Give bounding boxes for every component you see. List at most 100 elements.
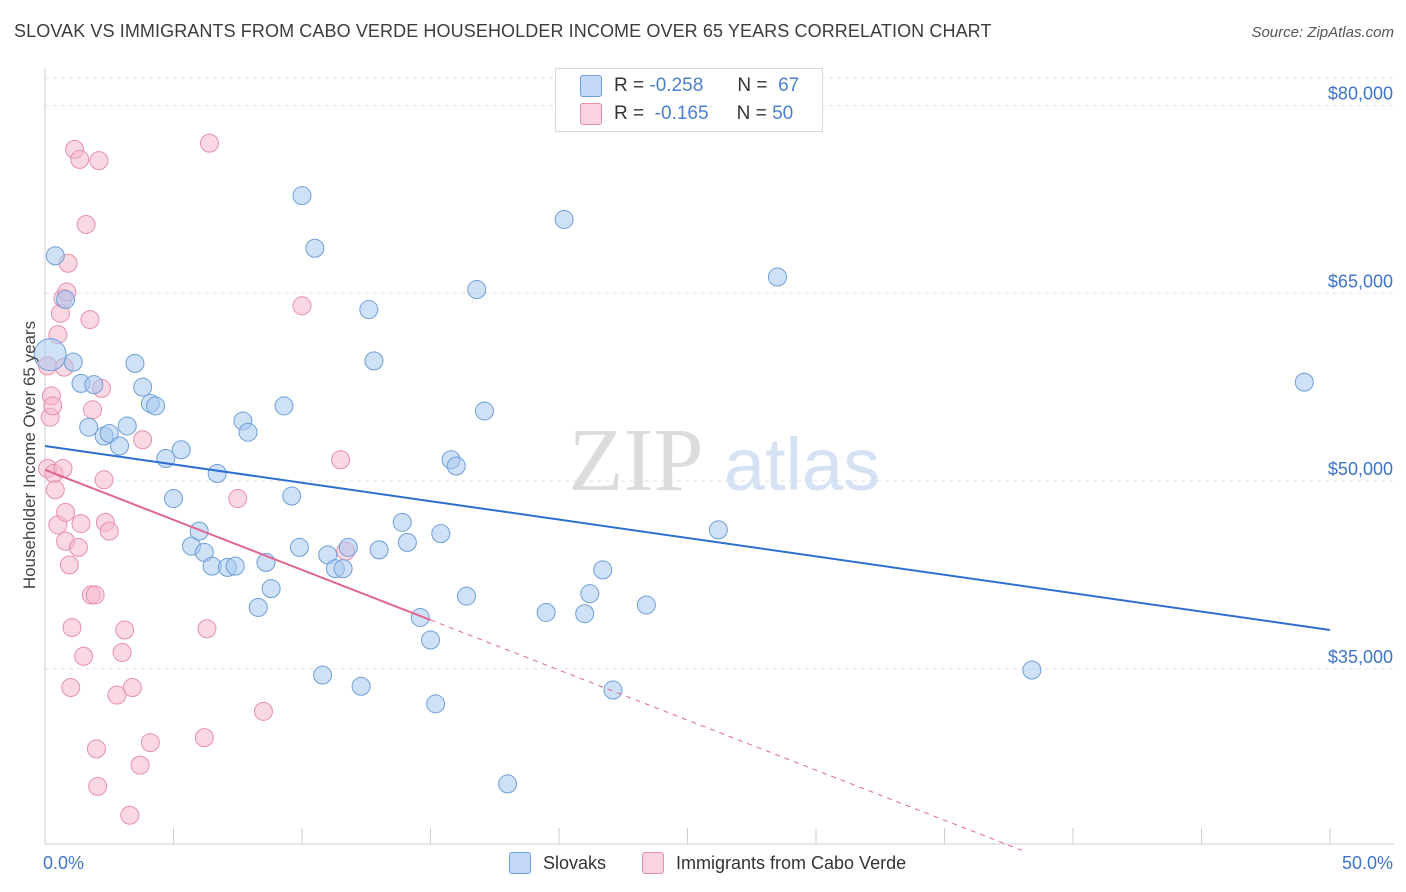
data-point-cabo-verde (59, 555, 79, 575)
y-tick-label: $35,000 (1328, 647, 1393, 667)
data-point-cabo-verde (120, 805, 140, 825)
trend-line-cabo-verde (44, 468, 431, 621)
data-point-slovaks (84, 375, 104, 395)
data-point-slovaks (603, 680, 623, 700)
data-point-cabo-verde (99, 521, 119, 541)
legend-item-slovaks[interactable]: Slovaks (509, 852, 606, 874)
data-point-slovaks (364, 351, 384, 371)
trend-lines (44, 444, 1331, 851)
data-point-slovaks (456, 586, 476, 606)
data-point-slovaks (369, 540, 389, 560)
data-point-slovaks (225, 556, 245, 576)
data-point-slovaks (474, 401, 494, 421)
data-point-slovaks (63, 352, 83, 372)
data-point-cabo-verde (292, 296, 312, 316)
data-point-slovaks (636, 595, 656, 615)
data-point-cabo-verde (43, 396, 63, 416)
data-point-cabo-verde (71, 514, 91, 534)
data-point-cabo-verde (228, 489, 248, 509)
data-point-cabo-verde (130, 755, 150, 775)
data-point-slovaks (189, 521, 209, 541)
data-point-slovaks (1294, 372, 1314, 392)
data-point-slovaks (333, 559, 353, 579)
data-point-cabo-verde (80, 310, 100, 330)
legend-item-cabo-verde[interactable]: Immigrants from Cabo Verde (642, 852, 906, 874)
data-point-cabo-verde (86, 739, 106, 759)
data-point-slovaks (207, 464, 227, 484)
correlation-legend: R = -0.258 N = 67 R = -0.165 N = 50 (555, 68, 823, 132)
data-point-cabo-verde (83, 400, 103, 420)
data-point-slovaks (56, 290, 76, 310)
legend-r-label: R = (614, 75, 645, 96)
legend-swatch-blue (509, 852, 531, 874)
data-point-slovaks (164, 489, 183, 509)
chart-title: SLOVAK VS IMMIGRANTS FROM CABO VERDE HOU… (14, 21, 992, 41)
data-point-slovaks (498, 774, 518, 794)
data-point-slovaks (575, 604, 595, 624)
data-point-slovaks (426, 694, 446, 714)
trend-line-cabo-verde-extension (430, 619, 1022, 851)
data-point-cabo-verde (62, 617, 82, 637)
legend-label: Immigrants from Cabo Verde (676, 852, 907, 873)
data-point-slovaks (110, 436, 130, 456)
watermark-zip: ZIP (569, 411, 704, 510)
data-point-slovaks (554, 209, 574, 229)
watermark-atlas: atlas (724, 423, 880, 506)
data-point-cabo-verde (85, 585, 105, 605)
data-point-cabo-verde (45, 480, 65, 500)
data-point-cabo-verde (112, 643, 132, 663)
series-slovaks-points (33, 186, 1314, 794)
legend-row-cabo-verde: R = -0.165 N = 50 (580, 102, 793, 126)
data-point-cabo-verde (94, 470, 114, 490)
data-point-cabo-verde (115, 620, 135, 640)
data-point-slovaks (421, 630, 440, 650)
data-point-slovaks (767, 267, 787, 287)
data-point-cabo-verde (197, 619, 217, 639)
data-point-slovaks (446, 456, 466, 476)
data-point-slovaks (359, 300, 379, 320)
legend-r-value: -0.165 (654, 103, 709, 124)
data-point-cabo-verde (89, 151, 109, 171)
data-point-slovaks (410, 607, 430, 627)
data-point-slovaks (289, 537, 309, 557)
data-point-slovaks (313, 665, 333, 685)
data-point-slovaks (125, 353, 145, 373)
data-point-cabo-verde (76, 214, 96, 234)
legend-swatch-pink (580, 103, 602, 125)
data-point-cabo-verde (133, 430, 153, 450)
data-point-slovaks (282, 486, 302, 506)
data-point-slovaks (274, 396, 294, 416)
data-point-slovaks (133, 377, 153, 397)
data-point-slovaks (397, 532, 417, 552)
data-point-cabo-verde (194, 728, 214, 748)
data-point-slovaks (305, 238, 325, 258)
data-point-cabo-verde (56, 502, 76, 522)
y-tick-label: $65,000 (1328, 271, 1393, 291)
data-point-cabo-verde (74, 646, 94, 666)
data-point-cabo-verde (107, 685, 127, 705)
tick-labels: $35,000 $50,000 $65,000 $80,000 0.0% 50.0% (43, 84, 1393, 873)
legend-row-slovaks: R = -0.258 N = 67 (580, 74, 799, 98)
series-cabo-verde-points (38, 133, 356, 825)
legend-swatch-blue (580, 75, 602, 97)
y-axis-title: Householder Income Over 65 years (20, 320, 39, 590)
data-point-slovaks (431, 524, 451, 544)
data-point-slovaks (467, 280, 487, 300)
data-point-slovaks (99, 423, 119, 443)
data-point-cabo-verde (88, 776, 108, 796)
legend-r-label: R = (614, 103, 645, 124)
data-point-cabo-verde (61, 678, 81, 698)
data-point-slovaks (1022, 660, 1042, 680)
data-point-cabo-verde (331, 450, 351, 470)
source-note: Source: ZipAtlas.com (1251, 24, 1394, 41)
legend-label: Slovaks (543, 852, 607, 873)
data-point-slovaks (580, 584, 600, 604)
data-point-slovaks (171, 440, 191, 460)
data-point-slovaks (593, 560, 613, 580)
legend-n-value: 50 (772, 103, 794, 124)
legend-n-label: N = (737, 75, 768, 96)
data-point-slovaks (338, 537, 358, 557)
data-point-slovaks (351, 676, 371, 696)
data-point-slovaks (45, 246, 65, 266)
